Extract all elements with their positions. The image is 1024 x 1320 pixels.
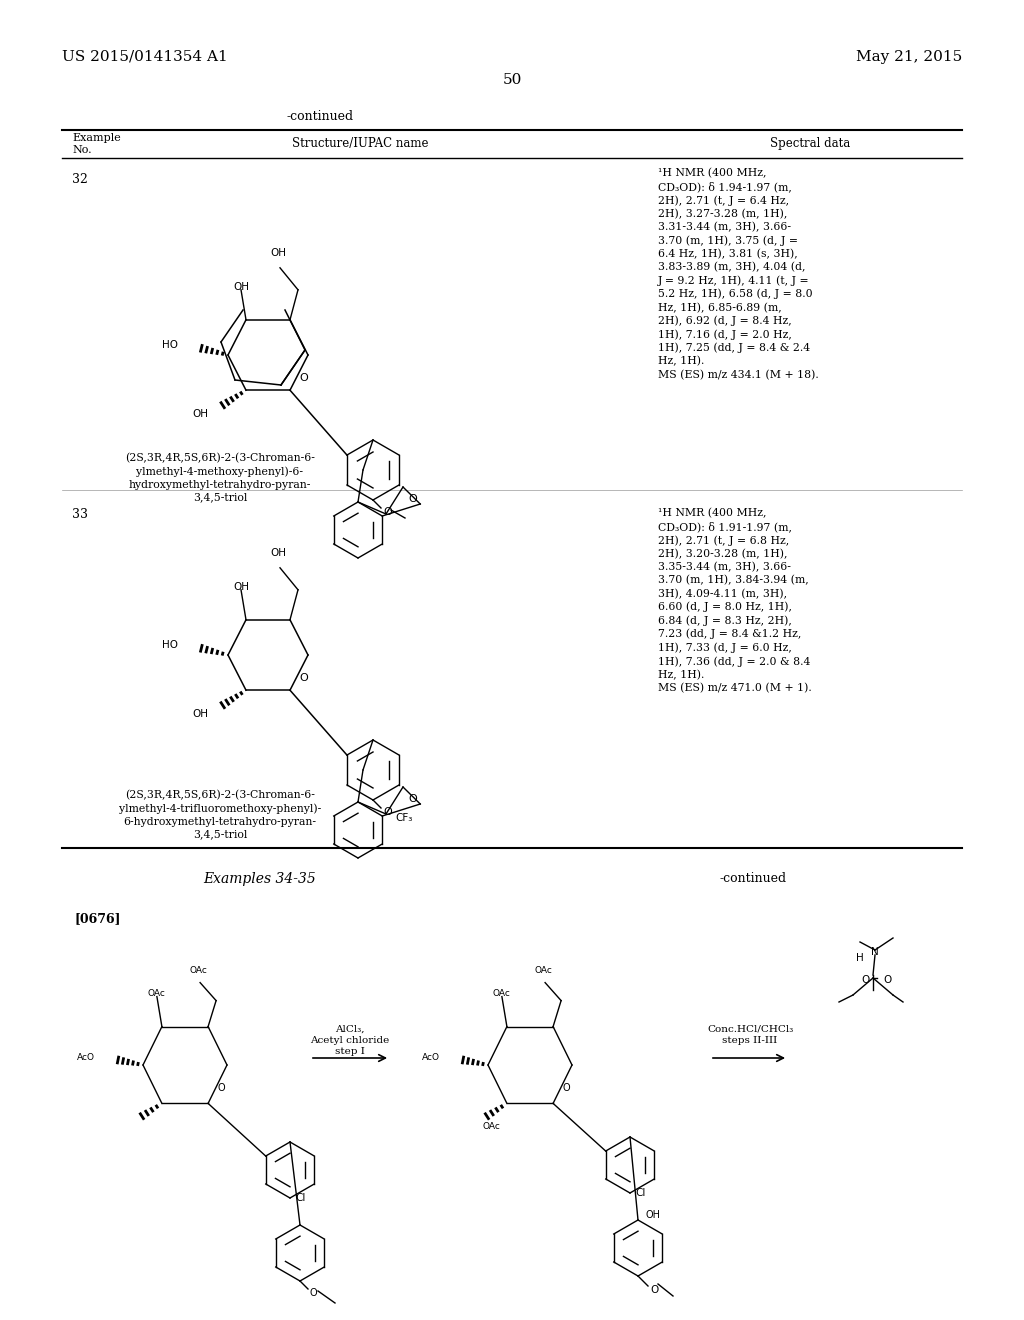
Text: HO: HO bbox=[162, 341, 178, 350]
Text: 33: 33 bbox=[72, 508, 88, 521]
Text: OAc: OAc bbox=[147, 989, 166, 998]
Text: HO: HO bbox=[162, 640, 178, 649]
Text: O: O bbox=[650, 1284, 658, 1295]
Text: OAc: OAc bbox=[189, 966, 207, 974]
Text: OH: OH bbox=[270, 548, 286, 558]
Text: AcO: AcO bbox=[422, 1052, 440, 1061]
Text: O: O bbox=[408, 795, 417, 804]
Text: May 21, 2015: May 21, 2015 bbox=[856, 50, 962, 63]
Text: O: O bbox=[383, 507, 392, 517]
Text: ¹H NMR (400 MHz,
CD₃OD): δ 1.91-1.97 (m,
2H), 2.71 (t, J = 6.8 Hz,
2H), 3.20-3.2: ¹H NMR (400 MHz, CD₃OD): δ 1.91-1.97 (m,… bbox=[658, 508, 812, 693]
Text: -continued: -continued bbox=[720, 873, 787, 884]
Text: O: O bbox=[300, 673, 308, 682]
Text: -continued: -continued bbox=[287, 110, 353, 123]
Text: US 2015/0141354 A1: US 2015/0141354 A1 bbox=[62, 50, 227, 63]
Text: Cl: Cl bbox=[635, 1188, 645, 1199]
Text: OH: OH bbox=[270, 248, 286, 257]
Text: OH: OH bbox=[233, 582, 249, 591]
Text: Cl: Cl bbox=[295, 1193, 305, 1203]
Text: OH: OH bbox=[233, 281, 249, 292]
Text: OH: OH bbox=[193, 409, 208, 420]
Text: Conc.HCl/CHCl₃
steps II-III: Conc.HCl/CHCl₃ steps II-III bbox=[707, 1026, 794, 1045]
Text: O: O bbox=[563, 1084, 570, 1093]
Text: OH: OH bbox=[646, 1210, 662, 1220]
Text: [0676]: [0676] bbox=[75, 912, 122, 925]
Text: O: O bbox=[883, 975, 891, 985]
Text: H: H bbox=[856, 953, 864, 964]
Text: O: O bbox=[300, 372, 308, 383]
Text: CF₃: CF₃ bbox=[395, 813, 413, 822]
Text: Example: Example bbox=[72, 133, 121, 143]
Text: OAc: OAc bbox=[535, 966, 552, 974]
Text: OAc: OAc bbox=[483, 1122, 501, 1131]
Text: Spectral data: Spectral data bbox=[770, 137, 850, 150]
Text: (2S,3R,4R,5S,6R)-2-(3-Chroman-6-
ylmethyl-4-methoxy-phenyl)-6-
hydroxymethyl-tet: (2S,3R,4R,5S,6R)-2-(3-Chroman-6- ylmethy… bbox=[125, 453, 315, 503]
Text: AcO: AcO bbox=[77, 1052, 95, 1061]
Text: OAc: OAc bbox=[493, 989, 511, 998]
Text: O: O bbox=[218, 1084, 225, 1093]
Text: N: N bbox=[871, 946, 879, 957]
Text: 32: 32 bbox=[72, 173, 88, 186]
Text: OH: OH bbox=[193, 709, 208, 719]
Text: Examples 34-35: Examples 34-35 bbox=[204, 873, 316, 886]
Text: No.: No. bbox=[72, 145, 91, 154]
Text: O: O bbox=[861, 975, 869, 985]
Text: 50: 50 bbox=[503, 73, 521, 87]
Text: O: O bbox=[383, 807, 392, 817]
Text: AlCl₃,
Acetyl chloride
step I: AlCl₃, Acetyl chloride step I bbox=[310, 1026, 389, 1056]
Text: ¹H NMR (400 MHz,
CD₃OD): δ 1.94-1.97 (m,
2H), 2.71 (t, J = 6.4 Hz,
2H), 3.27-3.2: ¹H NMR (400 MHz, CD₃OD): δ 1.94-1.97 (m,… bbox=[658, 168, 819, 380]
Text: (2S,3R,4R,5S,6R)-2-(3-Chroman-6-
ylmethyl-4-trifluoromethoxy-phenyl)-
6-hydroxym: (2S,3R,4R,5S,6R)-2-(3-Chroman-6- ylmethy… bbox=[119, 789, 322, 840]
Text: Structure/IUPAC name: Structure/IUPAC name bbox=[292, 137, 428, 150]
Text: O: O bbox=[310, 1288, 317, 1298]
Text: O: O bbox=[408, 494, 417, 504]
